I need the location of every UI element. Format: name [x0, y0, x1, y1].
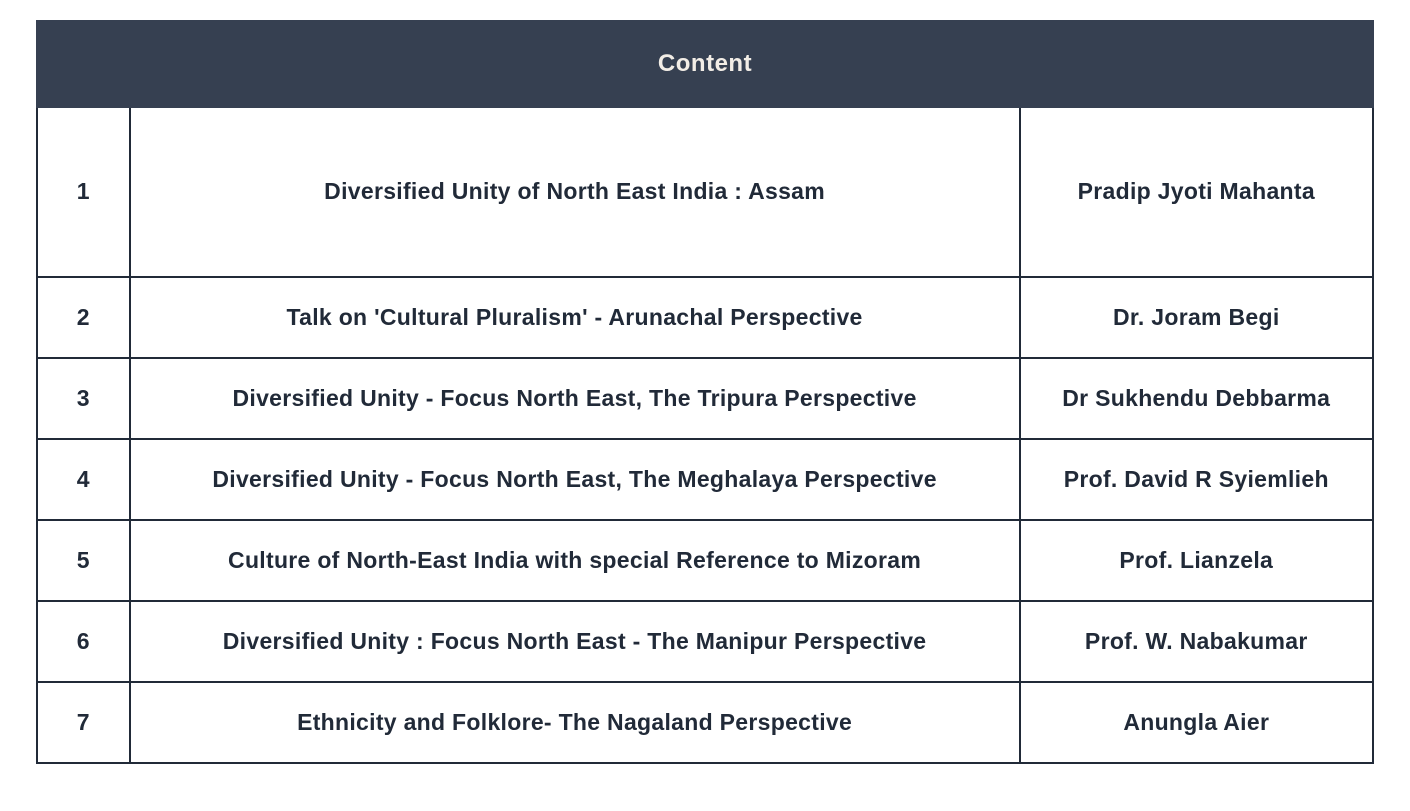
table-row: 5Culture of North-East India with specia…	[37, 520, 1373, 601]
row-index: 7	[37, 682, 130, 763]
row-title: Diversified Unity of North East India : …	[130, 107, 1020, 277]
row-index: 2	[37, 277, 130, 358]
row-index: 4	[37, 439, 130, 520]
row-author: Pradip Jyoti Mahanta	[1020, 107, 1373, 277]
row-author: Anungla Aier	[1020, 682, 1373, 763]
content-table-container: Content 1Diversified Unity of North East…	[36, 20, 1374, 764]
table-header-row: Content	[37, 21, 1373, 107]
row-title: Ethnicity and Folklore- The Nagaland Per…	[130, 682, 1020, 763]
row-index: 3	[37, 358, 130, 439]
table-row: 3Diversified Unity - Focus North East, T…	[37, 358, 1373, 439]
row-title: Talk on 'Cultural Pluralism' - Arunachal…	[130, 277, 1020, 358]
table-row: 6Diversified Unity : Focus North East - …	[37, 601, 1373, 682]
row-title: Diversified Unity - Focus North East, Th…	[130, 439, 1020, 520]
row-index: 1	[37, 107, 130, 277]
row-title: Diversified Unity : Focus North East - T…	[130, 601, 1020, 682]
table-row: 4Diversified Unity - Focus North East, T…	[37, 439, 1373, 520]
content-table: Content 1Diversified Unity of North East…	[36, 20, 1374, 764]
table-row: 1Diversified Unity of North East India :…	[37, 107, 1373, 277]
row-author: Dr. Joram Begi	[1020, 277, 1373, 358]
table-body: 1Diversified Unity of North East India :…	[37, 107, 1373, 763]
row-index: 5	[37, 520, 130, 601]
table-row: 7Ethnicity and Folklore- The Nagaland Pe…	[37, 682, 1373, 763]
row-author: Prof. Lianzela	[1020, 520, 1373, 601]
row-author: Prof. David R Syiemlieh	[1020, 439, 1373, 520]
table-row: 2Talk on 'Cultural Pluralism' - Arunacha…	[37, 277, 1373, 358]
table-header: Content	[37, 21, 1373, 107]
row-author: Dr Sukhendu Debbarma	[1020, 358, 1373, 439]
row-title: Culture of North-East India with special…	[130, 520, 1020, 601]
row-author: Prof. W. Nabakumar	[1020, 601, 1373, 682]
row-title: Diversified Unity - Focus North East, Th…	[130, 358, 1020, 439]
row-index: 6	[37, 601, 130, 682]
